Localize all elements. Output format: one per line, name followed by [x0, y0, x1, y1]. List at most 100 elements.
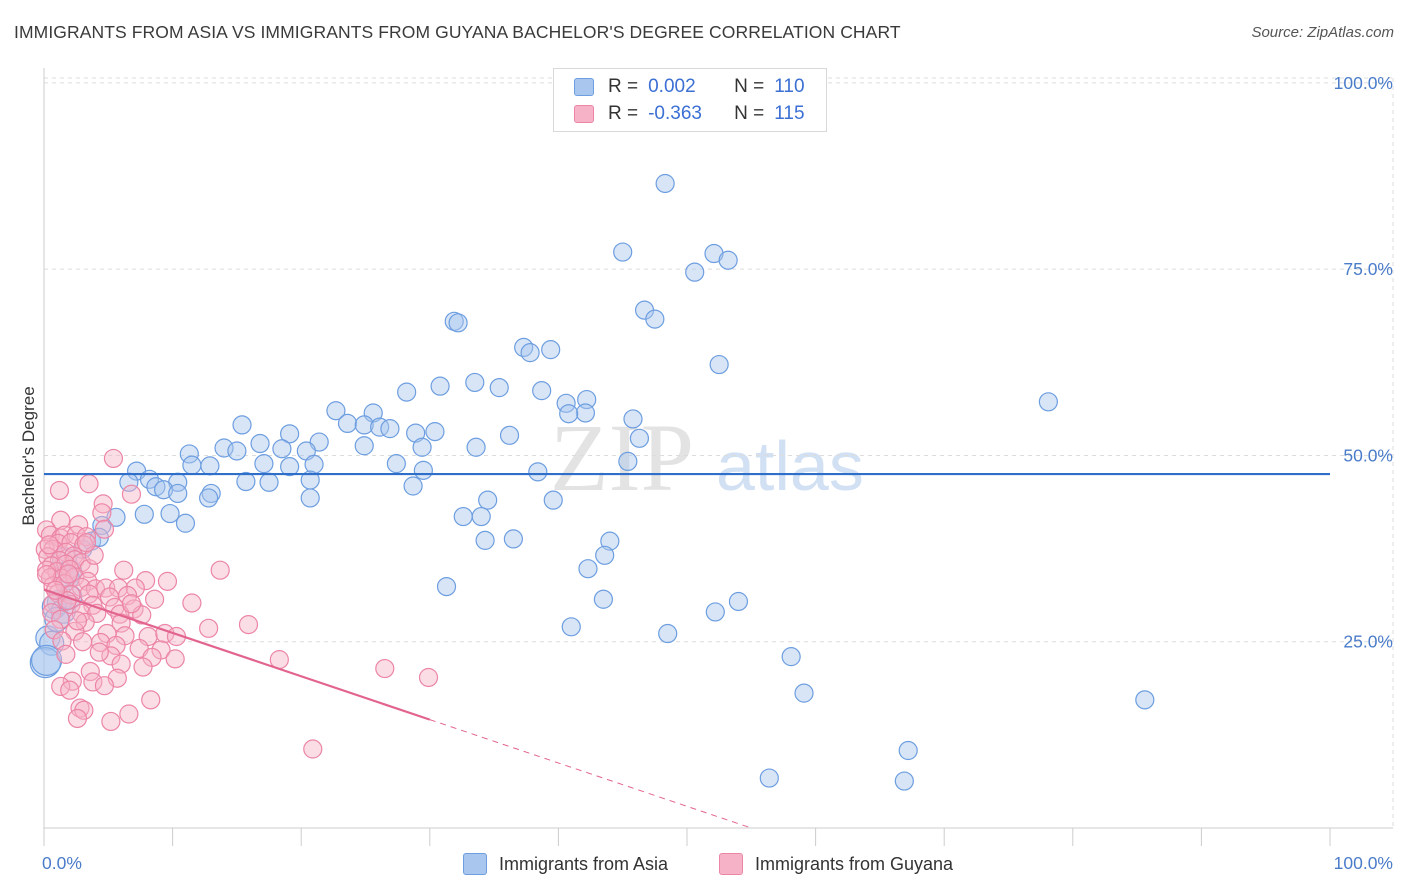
point-asia	[354, 436, 374, 456]
point-asia	[406, 423, 426, 443]
series-asia-points	[29, 173, 1155, 791]
x-tick-label-min: 0.0%	[42, 853, 82, 873]
point-asia	[182, 455, 202, 475]
point-guyana	[94, 676, 115, 696]
point-guyana	[165, 649, 185, 669]
point-asia	[600, 531, 620, 551]
point-guyana	[60, 680, 80, 700]
point-asia	[403, 476, 423, 496]
point-guyana	[83, 672, 103, 692]
point-asia	[386, 454, 406, 474]
chart-source: Source: ZipAtlas.com	[1251, 24, 1394, 41]
bottom-legend-asia: Immigrants from Asia	[463, 851, 668, 877]
point-asia	[794, 683, 814, 703]
point-guyana	[106, 635, 126, 656]
legend-n-label: N =	[734, 103, 765, 124]
legend-swatch-asia	[574, 78, 594, 96]
point-asia	[705, 602, 725, 622]
point-asia	[503, 529, 523, 549]
point-asia	[436, 576, 457, 597]
point-asia	[478, 490, 498, 510]
point-guyana	[89, 642, 109, 662]
point-asia	[200, 456, 220, 476]
point-asia	[250, 433, 270, 454]
point-guyana	[51, 609, 71, 629]
point-asia	[380, 419, 400, 439]
legend-n-label: N =	[734, 76, 765, 97]
point-guyana	[36, 520, 57, 540]
y-tick-label-100: 100.0%	[1334, 73, 1393, 93]
point-asia	[618, 451, 638, 472]
point-asia	[532, 381, 552, 401]
point-guyana	[124, 599, 144, 619]
point-guyana	[101, 646, 121, 666]
point-guyana	[121, 594, 142, 614]
point-asia	[1038, 392, 1058, 412]
point-asia	[475, 530, 495, 550]
point-asia	[153, 480, 174, 500]
point-asia	[520, 343, 540, 363]
point-asia	[232, 415, 252, 435]
y-tick-label-75: 75.0%	[1343, 259, 1393, 279]
point-guyana	[72, 632, 93, 652]
point-asia	[465, 372, 485, 393]
point-asia	[146, 477, 166, 497]
point-guyana	[125, 578, 145, 598]
point-guyana	[49, 480, 70, 501]
point-asia	[179, 444, 199, 464]
point-asia	[168, 483, 188, 504]
point-asia	[413, 460, 433, 480]
point-guyana	[101, 711, 121, 732]
point-asia	[448, 313, 468, 333]
point-guyana	[85, 579, 106, 599]
point-guyana	[144, 589, 165, 609]
watermark-zip: ZIP	[550, 404, 694, 511]
tick-labels: 25.0% 50.0% 75.0% 100.0% 0.0% 100.0%	[42, 73, 1393, 873]
point-guyana	[303, 739, 323, 759]
point-asia	[29, 646, 61, 679]
point-asia	[1135, 690, 1155, 710]
legend-n-value-guyana: 115	[774, 103, 805, 124]
point-guyana	[103, 448, 124, 469]
point-asia	[575, 403, 596, 423]
trend-line-guyana	[43, 588, 431, 721]
point-asia	[514, 337, 534, 358]
point-guyana	[111, 613, 131, 633]
point-guyana	[90, 632, 111, 653]
watermark: ZIP atlas	[550, 404, 864, 511]
point-asia	[106, 507, 126, 527]
point-asia	[370, 417, 390, 437]
point-asia	[595, 545, 615, 565]
legend-row-guyana: R = -0.363 N = 115	[574, 102, 805, 126]
point-guyana	[76, 533, 97, 553]
point-asia	[685, 262, 705, 282]
point-guyana	[111, 654, 131, 674]
point-asia	[541, 340, 561, 360]
point-guyana	[157, 571, 178, 591]
point-guyana	[199, 618, 219, 638]
point-asia	[781, 647, 801, 667]
point-asia	[489, 378, 509, 398]
point-asia	[337, 413, 358, 434]
point-asia	[894, 771, 914, 791]
bottom-legend-swatch-guyana	[719, 853, 743, 875]
y-axis-label: Bachelor's Degree	[19, 386, 38, 525]
trend-line-guyana-extension	[429, 719, 752, 829]
point-asia	[559, 404, 579, 424]
point-guyana	[141, 690, 161, 710]
point-guyana	[182, 593, 202, 613]
point-asia	[134, 504, 154, 524]
point-guyana	[71, 577, 91, 597]
trend-lines	[43, 472, 1330, 829]
point-guyana	[94, 519, 115, 539]
point-guyana	[44, 620, 64, 640]
legend-r-label: R =	[608, 103, 639, 124]
point-guyana	[79, 474, 99, 494]
point-guyana	[135, 571, 156, 591]
point-asia	[898, 740, 918, 761]
point-guyana	[36, 565, 57, 585]
point-asia	[629, 428, 650, 448]
chart-title: IMMIGRANTS FROM ASIA VS IMMIGRANTS FROM …	[14, 22, 901, 42]
point-asia	[759, 768, 779, 788]
point-guyana	[56, 644, 76, 664]
